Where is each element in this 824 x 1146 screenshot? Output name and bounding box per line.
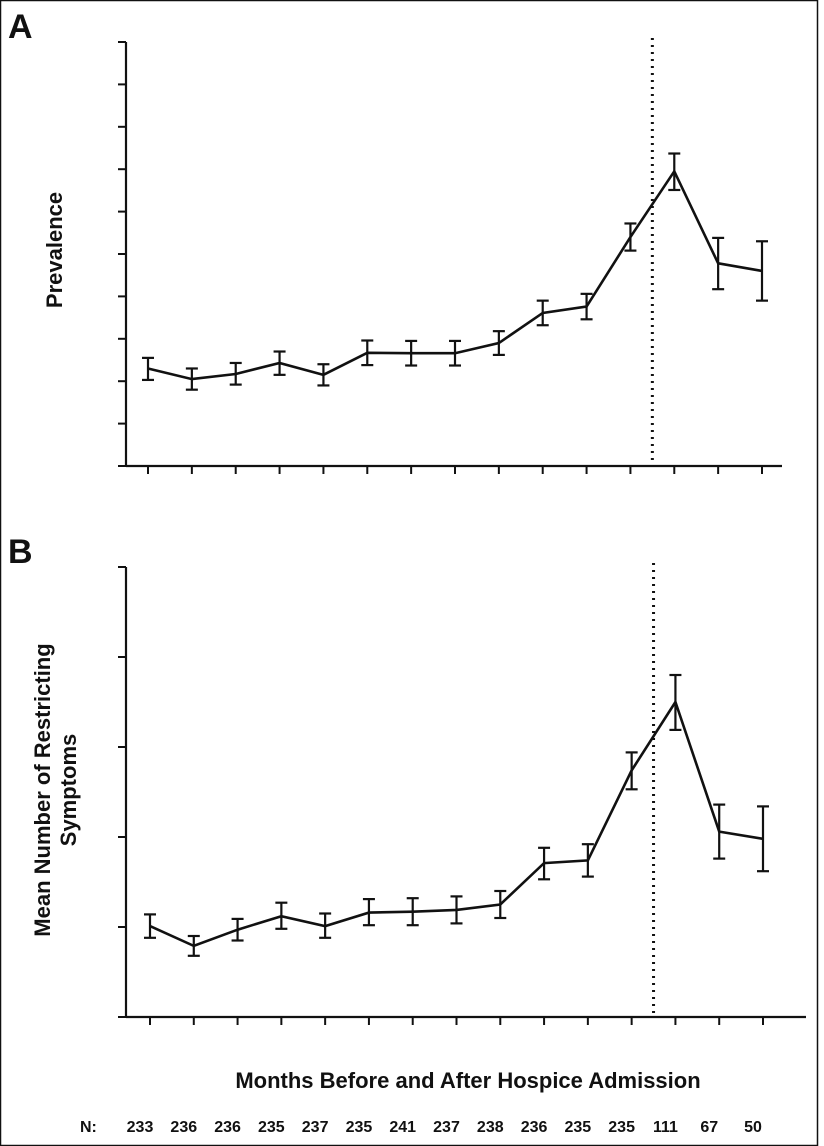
n-value: 111 (653, 1119, 678, 1136)
y-axis-title: Prevalence (42, 192, 67, 308)
chart-panel-b: Mean Number of RestrictingSymptoms (30, 563, 806, 1025)
n-value: 67 (700, 1119, 718, 1136)
n-value: 235 (565, 1119, 592, 1136)
n-value: 236 (214, 1119, 241, 1136)
n-row: N: 233 236 236 235 237 235 241 237 238 236 235 235 1… (80, 1119, 762, 1136)
y-axis-title-line: Symptoms (56, 734, 81, 846)
n-value: 238 (477, 1119, 504, 1136)
n-value: 236 (170, 1119, 197, 1136)
x-axis-title: Months Before and After Hospice Admissio… (235, 1068, 700, 1093)
n-value: 233 (127, 1119, 154, 1136)
n-value: 236 (521, 1119, 548, 1136)
panel-label-b: B (8, 533, 33, 571)
n-value: 237 (433, 1119, 460, 1136)
panel-label-a: A (8, 8, 33, 46)
n-value: 235 (258, 1119, 285, 1136)
n-value: 237 (302, 1119, 329, 1136)
n-value: 235 (608, 1119, 635, 1136)
y-axis-title: Mean Number of RestrictingSymptoms (30, 643, 81, 936)
n-value: 50 (744, 1119, 762, 1136)
y-axis-title-line: Mean Number of Restricting (30, 643, 55, 936)
n-value: 241 (389, 1119, 416, 1136)
n-row-label: N: (80, 1119, 97, 1136)
n-value: 235 (346, 1119, 373, 1136)
chart-panel-a: Prevalence (42, 38, 782, 474)
